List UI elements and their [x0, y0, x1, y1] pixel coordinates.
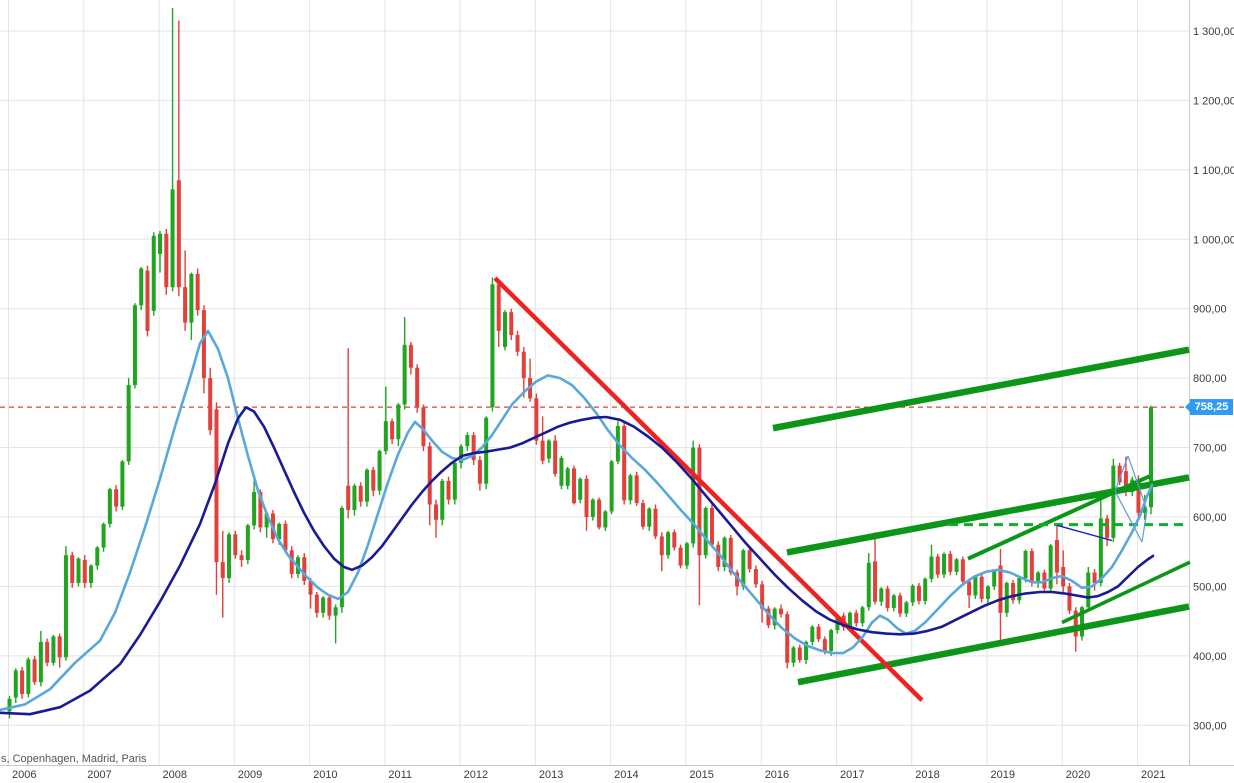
svg-text:1 000,00: 1 000,00	[1193, 234, 1234, 246]
svg-text:300,00: 300,00	[1193, 720, 1227, 732]
svg-text:1 100,00: 1 100,00	[1193, 165, 1234, 177]
svg-text:2006: 2006	[12, 769, 36, 781]
svg-text:2017: 2017	[840, 769, 864, 781]
svg-text:900,00: 900,00	[1193, 304, 1227, 316]
axis-frame	[0, 0, 1234, 766]
svg-text:2009: 2009	[238, 769, 262, 781]
last-price-tag: 758,25	[1185, 399, 1233, 416]
trendline-minor-support	[1061, 560, 1191, 625]
red-downtrend-line	[493, 276, 924, 702]
svg-text:2019: 2019	[991, 769, 1015, 781]
svg-text:2013: 2013	[539, 769, 563, 781]
svg-text:1 300,00: 1 300,00	[1193, 26, 1234, 38]
svg-text:600,00: 600,00	[1193, 512, 1227, 524]
exchange-attribution: s, Copenhagen, Madrid, Paris	[1, 753, 147, 765]
svg-text:2008: 2008	[163, 769, 187, 781]
svg-text:2010: 2010	[313, 769, 337, 781]
svg-text:700,00: 700,00	[1193, 443, 1227, 455]
svg-text:2020: 2020	[1066, 769, 1090, 781]
ma-slow-line	[0, 405, 1155, 716]
svg-text:500,00: 500,00	[1193, 581, 1227, 593]
svg-text:2018: 2018	[915, 769, 939, 781]
svg-text:2012: 2012	[464, 769, 488, 781]
x-axis-labels: 2006 2007 2008 2009 2010 2011 2012 2013 2014 2015…	[12, 769, 1166, 781]
svg-text:1 200,00: 1 200,00	[1193, 95, 1234, 107]
svg-text:2014: 2014	[614, 769, 638, 781]
svg-text:2016: 2016	[765, 769, 789, 781]
trendline-mid-channel	[786, 474, 1190, 556]
svg-text:400,00: 400,00	[1193, 651, 1227, 663]
price-tag-arrow-icon	[1185, 402, 1190, 413]
svg-text:2021: 2021	[1141, 769, 1165, 781]
svg-text:800,00: 800,00	[1193, 373, 1227, 385]
trendline-steep-support	[967, 474, 1151, 561]
ma-fast-line	[0, 329, 1154, 712]
green-trendlines	[772, 346, 1191, 686]
svg-text:2007: 2007	[87, 769, 111, 781]
trendline-upper-channel	[772, 346, 1190, 432]
gridlines	[0, 0, 1189, 765]
y-axis-labels: 1 300,00 1 200,00 1 100,00 1 000,00 900,00 80…	[1193, 26, 1234, 732]
trendline-lower-channel	[797, 603, 1190, 686]
blue-flag-pattern	[1114, 455, 1148, 543]
price-tag-value: 758,25	[1194, 401, 1229, 414]
navy-thin-trendline	[1056, 524, 1113, 542]
svg-text:2011: 2011	[388, 769, 412, 781]
svg-text:2015: 2015	[689, 769, 713, 781]
